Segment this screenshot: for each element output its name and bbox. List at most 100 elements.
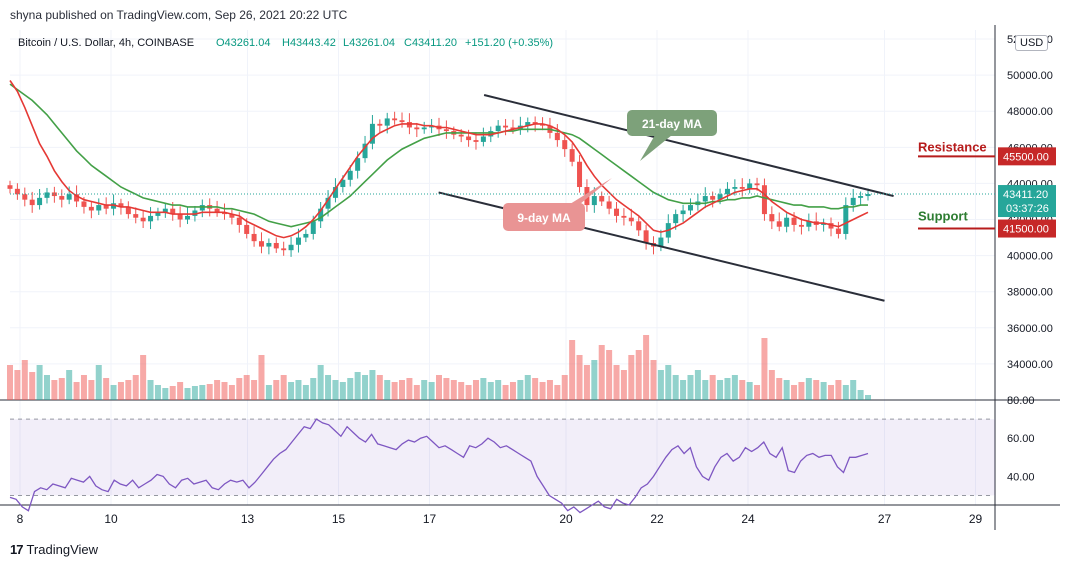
- volume-bar: [376, 375, 383, 400]
- candle-body: [295, 237, 301, 245]
- volume-bar: [325, 375, 332, 400]
- rsi-line: [9, 418, 869, 514]
- candle-body: [362, 143, 368, 159]
- volume-bar: [509, 382, 516, 400]
- ma9-callout-pointer: [570, 178, 612, 204]
- candle-body: [495, 125, 501, 132]
- time-tick-label: 24: [741, 512, 755, 526]
- candle-body: [185, 215, 191, 220]
- volume-bar: [850, 380, 857, 400]
- candle-body: [266, 242, 272, 247]
- candle-body: [628, 217, 634, 222]
- volume-bar: [443, 378, 450, 400]
- candle-body: [865, 194, 871, 197]
- ma9-line: [9, 80, 869, 239]
- candle-body: [170, 208, 176, 215]
- candle-body: [717, 194, 723, 200]
- volume-bar: [835, 380, 842, 400]
- volume-bar: [339, 382, 346, 400]
- candle-body: [828, 223, 834, 229]
- candle-body: [732, 187, 738, 189]
- candle-body: [680, 210, 686, 215]
- candle-body: [140, 217, 146, 222]
- time-tick-label: 8: [17, 512, 24, 526]
- volume-bar: [487, 382, 494, 400]
- rsi-tick-label: 40.00: [1007, 471, 1035, 483]
- volume-bar: [450, 380, 457, 400]
- volume-bar: [724, 378, 731, 400]
- candle-body: [429, 125, 435, 128]
- candle-body: [310, 221, 316, 234]
- candle-body: [155, 212, 161, 216]
- volume-bar: [709, 375, 716, 400]
- volume-bar: [369, 370, 376, 400]
- candle-body: [761, 185, 767, 215]
- volume-bar: [798, 382, 805, 400]
- volume-bar: [776, 378, 783, 400]
- volume-bar: [465, 385, 472, 400]
- candle-body: [791, 217, 797, 225]
- ohlc-low: L43261.04: [343, 37, 395, 49]
- tradingview-logo-icon: 17: [10, 542, 24, 557]
- ma9-callout-text: 9-day MA: [517, 211, 571, 225]
- volume-bar: [598, 345, 605, 400]
- candle-body: [473, 140, 479, 142]
- volume-bar: [43, 375, 50, 400]
- candle-body: [658, 237, 664, 247]
- candle-body: [273, 242, 279, 249]
- candle-body: [503, 125, 509, 128]
- resistance-badge: [998, 147, 1056, 166]
- price-tick-label: 38000.00: [1007, 287, 1053, 299]
- currency-button[interactable]: USD: [1015, 35, 1049, 51]
- tradingview-brand[interactable]: 17 TradingView: [10, 542, 98, 557]
- volume-bar: [140, 355, 147, 400]
- candle-body: [103, 205, 109, 209]
- candle-body: [318, 208, 324, 222]
- candle-body: [355, 158, 361, 171]
- candle-body: [258, 241, 264, 247]
- volume-bar: [472, 380, 479, 400]
- candle-body: [687, 205, 693, 211]
- time-tick-label: 22: [650, 512, 664, 526]
- candle-body: [347, 170, 353, 180]
- volume-bar: [606, 350, 613, 400]
- volume-bar: [657, 370, 664, 400]
- volume-bar: [643, 335, 650, 400]
- candle-body: [148, 215, 154, 222]
- volume-bar: [51, 380, 58, 400]
- candle-body: [591, 196, 597, 206]
- candle-body: [133, 214, 139, 218]
- candle-body: [74, 194, 80, 202]
- volume-bar: [243, 375, 250, 400]
- time-tick-label: 15: [332, 512, 346, 526]
- volume-bar: [317, 365, 324, 400]
- volume-bar: [125, 380, 132, 400]
- candle-body: [532, 122, 538, 124]
- volume-bar: [502, 385, 509, 400]
- candle-body: [702, 196, 708, 202]
- volume-bar: [828, 385, 835, 400]
- volume-bar: [354, 372, 361, 400]
- volume-bar: [687, 375, 694, 400]
- candle-body: [621, 215, 627, 218]
- volume-bar: [613, 365, 620, 400]
- price-tick-label: 48000.00: [1007, 106, 1053, 118]
- volume-bar: [754, 385, 761, 400]
- volume-bar: [117, 382, 124, 400]
- time-tick-label: 29: [969, 512, 983, 526]
- volume-bar: [214, 380, 221, 400]
- brand-name: TradingView: [26, 542, 99, 557]
- volume-bar: [524, 375, 531, 400]
- volume-bar: [635, 350, 642, 400]
- candle-body: [332, 187, 338, 198]
- ma21-callout-pointer: [640, 135, 672, 161]
- ma9-callout: [503, 203, 585, 231]
- volume-bar: [36, 365, 43, 400]
- candle-body: [177, 214, 183, 220]
- candle-body: [118, 203, 124, 207]
- volume-bar: [273, 380, 280, 400]
- candle-body: [406, 122, 412, 128]
- candle-body: [251, 233, 257, 242]
- support-label: Support: [918, 209, 968, 224]
